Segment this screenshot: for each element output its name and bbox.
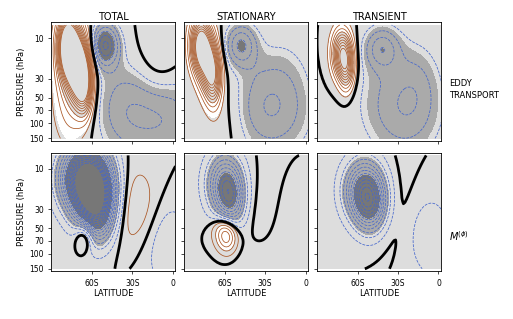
X-axis label: LATITUDE: LATITUDE <box>226 289 266 298</box>
Title: TOTAL: TOTAL <box>98 11 129 22</box>
X-axis label: LATITUDE: LATITUDE <box>359 289 399 298</box>
Title: STATIONARY: STATIONARY <box>216 11 276 22</box>
Text: EDDY
TRANSPORT: EDDY TRANSPORT <box>449 79 499 100</box>
X-axis label: LATITUDE: LATITUDE <box>93 289 133 298</box>
Y-axis label: PRESSURE (hPa): PRESSURE (hPa) <box>17 178 26 246</box>
Title: TRANSIENT: TRANSIENT <box>352 11 406 22</box>
Y-axis label: PRESSURE (hPa): PRESSURE (hPa) <box>17 48 26 116</box>
Text: M$^{(\phi)}$: M$^{(\phi)}$ <box>449 229 468 243</box>
